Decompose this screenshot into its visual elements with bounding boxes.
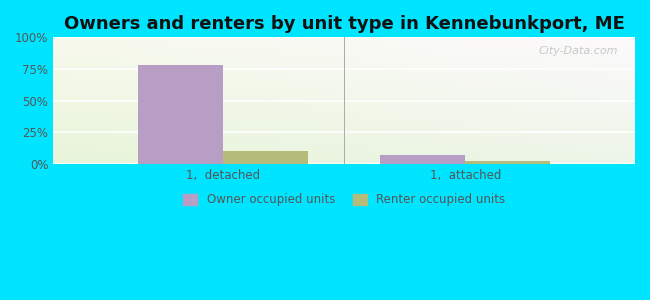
Bar <box>223 151 307 164</box>
Text: City-Data.com: City-Data.com <box>538 46 617 56</box>
Legend: Owner occupied units, Renter occupied units: Owner occupied units, Renter occupied un… <box>178 189 510 211</box>
Bar <box>138 65 223 164</box>
Bar <box>465 161 550 164</box>
Title: Owners and renters by unit type in Kennebunkport, ME: Owners and renters by unit type in Kenne… <box>64 15 625 33</box>
Bar <box>380 155 465 164</box>
